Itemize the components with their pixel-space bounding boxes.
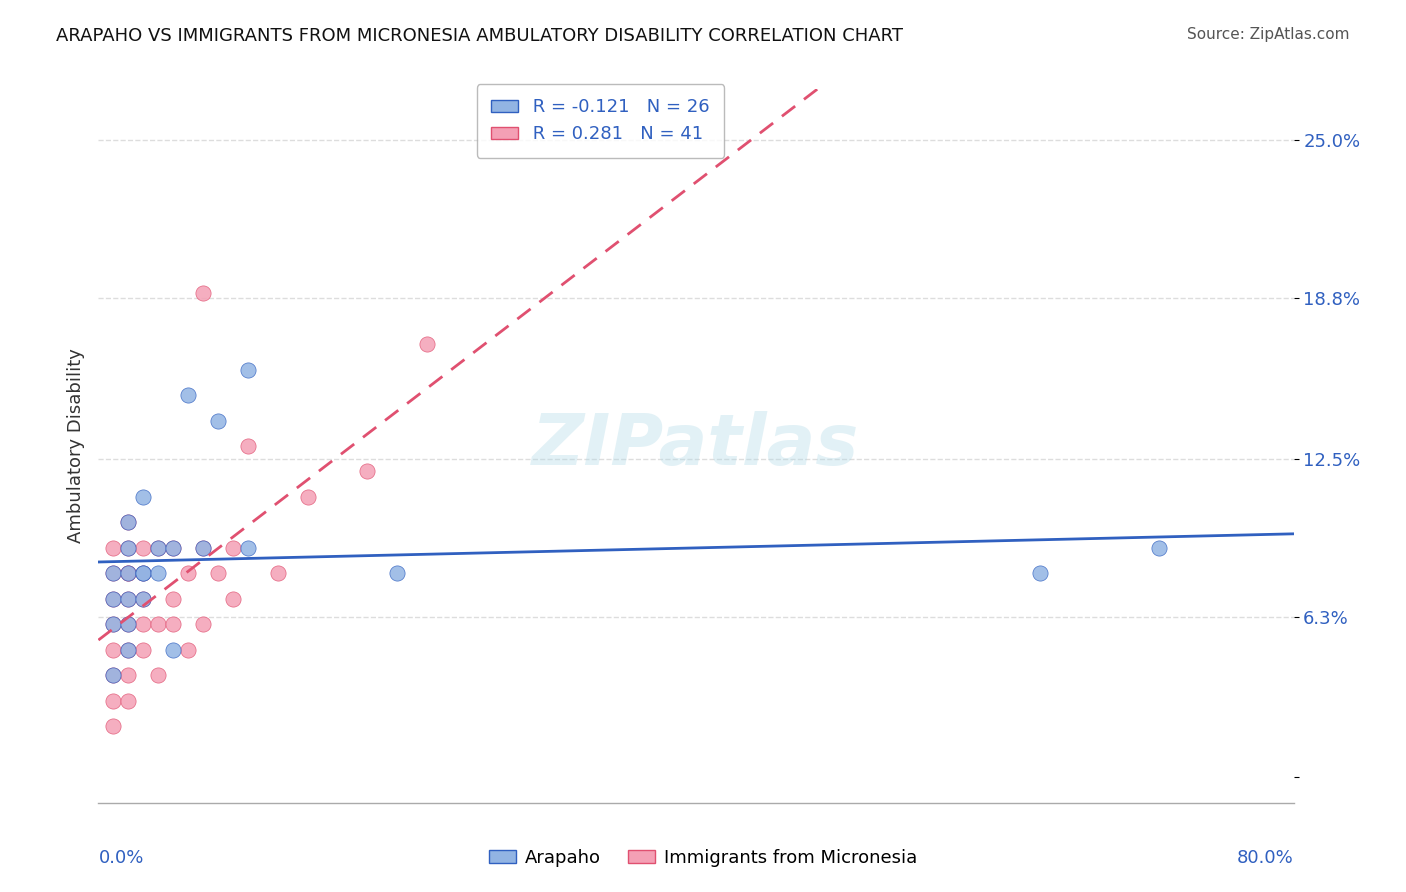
Point [103, 719, 125, 733]
Point [103, 617, 125, 632]
Point [1147, 541, 1170, 555]
Text: Source: ZipAtlas.com: Source: ZipAtlas.com [1187, 27, 1350, 42]
Point [236, 362, 259, 376]
Point [385, 566, 409, 581]
Point [148, 541, 170, 555]
Point [132, 566, 155, 581]
Point [297, 490, 319, 504]
Point [117, 516, 139, 530]
Point [222, 541, 245, 555]
Text: 0.0%: 0.0% [98, 848, 143, 867]
Point [416, 337, 439, 351]
Point [1028, 566, 1050, 581]
Point [103, 643, 125, 657]
Point [103, 591, 125, 606]
Point [103, 668, 125, 682]
Point [117, 541, 139, 555]
Point [148, 668, 170, 682]
Point [103, 694, 125, 708]
Point [117, 591, 139, 606]
Point [117, 541, 139, 555]
Point [132, 566, 155, 581]
Point [117, 617, 139, 632]
Point [191, 541, 214, 555]
Point [148, 566, 170, 581]
Point [103, 617, 125, 632]
Point [117, 566, 139, 581]
Point [132, 591, 155, 606]
Point [162, 643, 184, 657]
Point [103, 566, 125, 581]
Legend: Arapaho, Immigrants from Micronesia: Arapaho, Immigrants from Micronesia [481, 842, 925, 874]
Point [103, 668, 125, 682]
Point [117, 668, 139, 682]
Point [132, 566, 155, 581]
Point [177, 388, 200, 402]
Point [207, 566, 229, 581]
Point [132, 617, 155, 632]
Point [132, 490, 155, 504]
Point [117, 591, 139, 606]
Point [191, 541, 214, 555]
Point [191, 617, 214, 632]
Point [117, 643, 139, 657]
Point [103, 566, 125, 581]
Point [148, 617, 170, 632]
Y-axis label: Ambulatory Disability: Ambulatory Disability [66, 349, 84, 543]
Point [207, 413, 229, 427]
Text: ARAPAHO VS IMMIGRANTS FROM MICRONESIA AMBULATORY DISABILITY CORRELATION CHART: ARAPAHO VS IMMIGRANTS FROM MICRONESIA AM… [56, 27, 903, 45]
Point [117, 516, 139, 530]
Point [162, 591, 184, 606]
Point [162, 541, 184, 555]
Point [132, 591, 155, 606]
Point [267, 566, 290, 581]
Point [191, 286, 214, 301]
Point [356, 465, 378, 479]
Point [117, 694, 139, 708]
Point [177, 643, 200, 657]
Text: 80.0%: 80.0% [1237, 848, 1294, 867]
Text: ZIPatlas: ZIPatlas [533, 411, 859, 481]
Point [162, 617, 184, 632]
Point [132, 643, 155, 657]
Point [117, 617, 139, 632]
Point [103, 541, 125, 555]
Point [103, 591, 125, 606]
Point [148, 541, 170, 555]
Point [177, 566, 200, 581]
Legend:  R = -0.121   N = 26,  R = 0.281   N = 41: R = -0.121 N = 26, R = 0.281 N = 41 [477, 84, 724, 158]
Point [162, 541, 184, 555]
Point [117, 643, 139, 657]
Point [132, 541, 155, 555]
Point [236, 439, 259, 453]
Point [222, 591, 245, 606]
Point [117, 566, 139, 581]
Point [236, 541, 259, 555]
Point [117, 566, 139, 581]
